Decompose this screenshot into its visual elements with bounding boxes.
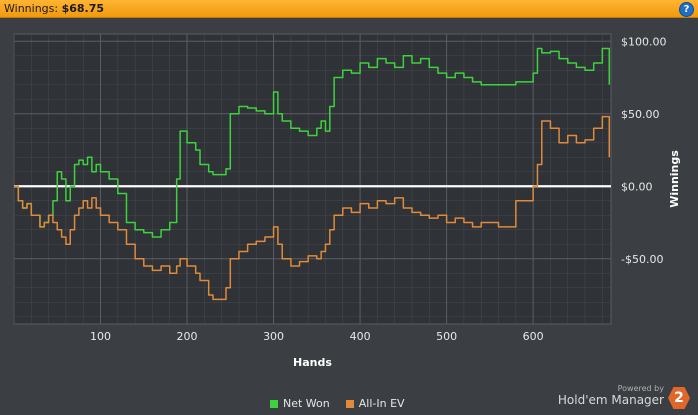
question-icon[interactable]: ? [679, 2, 694, 17]
net-won-swatch [270, 399, 278, 408]
y-tick-label: -$50.00 [621, 253, 663, 266]
x-tick-label: 500 [436, 330, 457, 343]
y-tick-label: $100.00 [621, 35, 667, 48]
legend-item-net-won: Net Won [270, 397, 330, 410]
x-tick-label: 600 [523, 330, 544, 343]
chart-legend: Net Won All-In EV [270, 397, 405, 410]
powered-by-text: Powered by [617, 384, 664, 393]
x-axis-label: Hands [293, 356, 332, 369]
series-line-net-won [14, 47, 611, 238]
x-tick-label: 100 [90, 330, 111, 343]
hem-logo-icon: 2 [668, 387, 690, 409]
brand-block: Powered by Hold'em Manager [558, 384, 664, 407]
series-line-all-in-ev [14, 115, 611, 301]
y-tick-label: $0.00 [621, 180, 653, 193]
x-tick-label: 400 [350, 330, 371, 343]
plot-area [13, 33, 612, 325]
x-tick-label: 300 [263, 330, 284, 343]
legend-label-all-in-ev: All-In EV [358, 397, 405, 410]
winnings-title: Winnings: $68.75 [4, 2, 105, 15]
y-axis-label: Winnings [668, 150, 681, 208]
legend-label-net-won: Net Won [283, 397, 330, 410]
brand-name: Hold'em Manager [557, 393, 664, 407]
winnings-value: $68.75 [61, 2, 105, 15]
all-in-ev-swatch [345, 399, 354, 408]
legend-item-all-in-ev: All-In EV [345, 397, 405, 410]
y-tick-label: $50.00 [621, 108, 660, 121]
x-tick-label: 200 [177, 330, 198, 343]
title-bar: Winnings: $68.75 ? [0, 0, 698, 18]
winnings-chart: 100 200 300 400 500 600 -$50.00 $0.00 $50.00 $100… [13, 33, 681, 369]
